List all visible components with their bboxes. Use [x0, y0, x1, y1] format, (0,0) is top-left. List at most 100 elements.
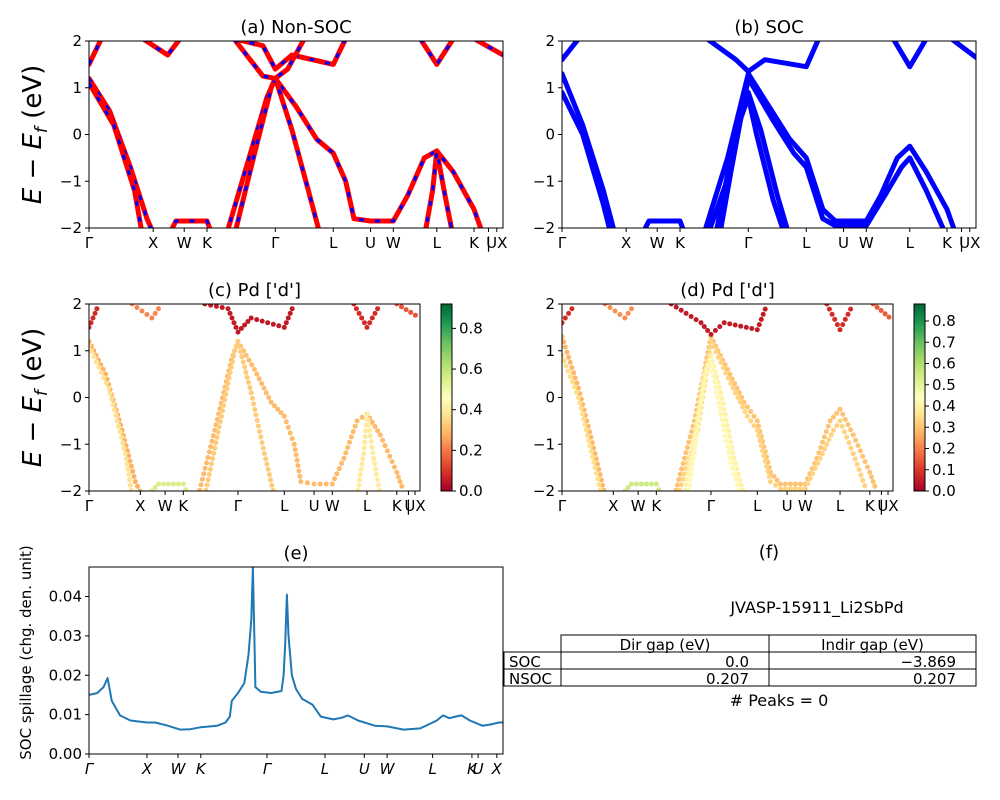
panel-d-band-point [771, 474, 776, 479]
panel-d-band-point [834, 411, 839, 416]
panel-c-band-point [367, 320, 372, 325]
panel-d-band-point [723, 412, 728, 417]
panel-c-xtick-label: L [280, 497, 289, 515]
panel-c-band-point [243, 370, 248, 375]
panel-c-band-point [370, 445, 375, 450]
panel-d-ytick-label: −2 [533, 482, 555, 500]
panel-d-band-point [713, 384, 718, 389]
panel-a-ytick-label: 1 [72, 79, 82, 97]
panel-d-band-point [594, 471, 599, 476]
panel-c-band-point [288, 431, 293, 436]
panel-d-band-point [690, 461, 695, 466]
panel-d-title: (d) Pd ['d'] [680, 280, 775, 301]
panel-c-band-point [282, 414, 287, 419]
panel-c-band-point [351, 429, 356, 434]
table-col-header: Indir gap (eV) [821, 636, 924, 654]
panel-c-band-point [269, 483, 274, 488]
panel-d-band-point [722, 428, 727, 433]
panel-d-band-point [695, 429, 700, 434]
panel-d-band-point [634, 482, 639, 487]
panel-d-band-point [748, 409, 753, 414]
panel-d-band-point [887, 315, 892, 320]
panel-d-band-point [752, 414, 757, 419]
panel-d-colorbar-label: 0.2 [932, 440, 956, 458]
panel-d-xtick-label: W [798, 497, 813, 515]
panel-c-band-point [156, 306, 161, 311]
panel-d-band-point [763, 459, 768, 464]
panel-d-ytick-label: 2 [545, 295, 555, 313]
panel-c-band-point [232, 348, 237, 353]
panel-d-band-point [644, 482, 649, 487]
panel-d-band-point [692, 445, 697, 450]
panel-d-band-point [822, 446, 827, 451]
panel-d-band-point [568, 360, 573, 365]
panel-d-band-point [793, 482, 798, 487]
panel-d-band-point [693, 440, 698, 445]
panel-d-band-point [755, 428, 760, 433]
panel-c-band-point [108, 391, 113, 396]
panel-d-band-point [813, 466, 818, 471]
panel-c-band-point [296, 463, 301, 468]
panel-c-band-point [349, 434, 354, 439]
panel-d-band-point [571, 370, 576, 375]
panel-c-band-point [376, 483, 381, 488]
panel-d-band-point [748, 418, 753, 423]
panel-e-spillage-line [89, 567, 503, 730]
panel-d-band-point [755, 418, 760, 423]
panel-d-xtick-label: L [836, 497, 845, 515]
panel-a-ytick-label: 0 [72, 126, 82, 144]
panel-c-band-point [116, 424, 121, 429]
panel-d-band-point [563, 316, 568, 321]
panel-d-band-point [744, 325, 749, 330]
panel-d-band-point [582, 422, 587, 427]
panel-c-band-point [404, 307, 409, 312]
panel-c-ytick-label: −1 [60, 435, 82, 453]
panel-e-xtick-label: Γ [263, 760, 273, 778]
panel-d-band-point [700, 397, 705, 402]
panel-d-band-point [738, 324, 743, 329]
panel-d-xtick-label: UX [877, 497, 898, 515]
panel-d-band-point [768, 479, 773, 484]
panel-e-xtick-label: W [380, 760, 396, 778]
panel-d-band-point [731, 450, 736, 455]
panel-c-band-point [290, 436, 295, 441]
panel-c-band-point [359, 316, 364, 321]
panel-c-band-point [355, 488, 360, 493]
panel-c-band-point [113, 413, 118, 418]
panel-d-band-point [798, 486, 803, 491]
panel-c-band-point [318, 482, 323, 487]
panel-d-band-point [788, 482, 793, 487]
panel-c-band-point [232, 320, 237, 325]
panel-c-band-point [183, 487, 188, 492]
panel-d-band-point [879, 308, 884, 313]
panel-d-band-point [580, 411, 585, 416]
panel-d-band-point [694, 434, 699, 439]
panel-a-xtick-label: L [329, 234, 338, 252]
panel-c-xtick-label: U [309, 497, 320, 515]
panel-c-band-point [241, 360, 246, 365]
panel-c-band-point [214, 304, 219, 309]
panel-c-band-point [353, 424, 358, 429]
panel-b-xtick-label: W [650, 234, 665, 252]
panel-d-band-point [702, 381, 707, 386]
panel-c-band-point [161, 482, 166, 487]
panel-d-plot-area [560, 302, 892, 499]
panel-c-band-point [217, 424, 222, 429]
panel-c-band-point [228, 370, 233, 375]
panel-c-band-point [398, 479, 403, 484]
panel-d-band-point [832, 317, 837, 322]
panel-c-ytick-label: −2 [60, 482, 82, 500]
panel-c-band-point [371, 456, 376, 461]
panel-c-band-point [271, 488, 276, 493]
panel-d-band-point [735, 467, 740, 472]
panel-d-band-point [793, 486, 798, 491]
panel-d-band-point [699, 320, 704, 325]
panel-c-band-point [249, 390, 254, 395]
panel-c-band-point [261, 446, 266, 451]
panel-d-band-point [718, 390, 723, 395]
panel-c-band-point [361, 451, 366, 456]
panel-a-title: (a) Non-SOC [240, 17, 351, 38]
panel-d-band-point [840, 412, 845, 417]
panel-c-band-point [117, 429, 122, 434]
panel-d-band-point [826, 424, 831, 429]
